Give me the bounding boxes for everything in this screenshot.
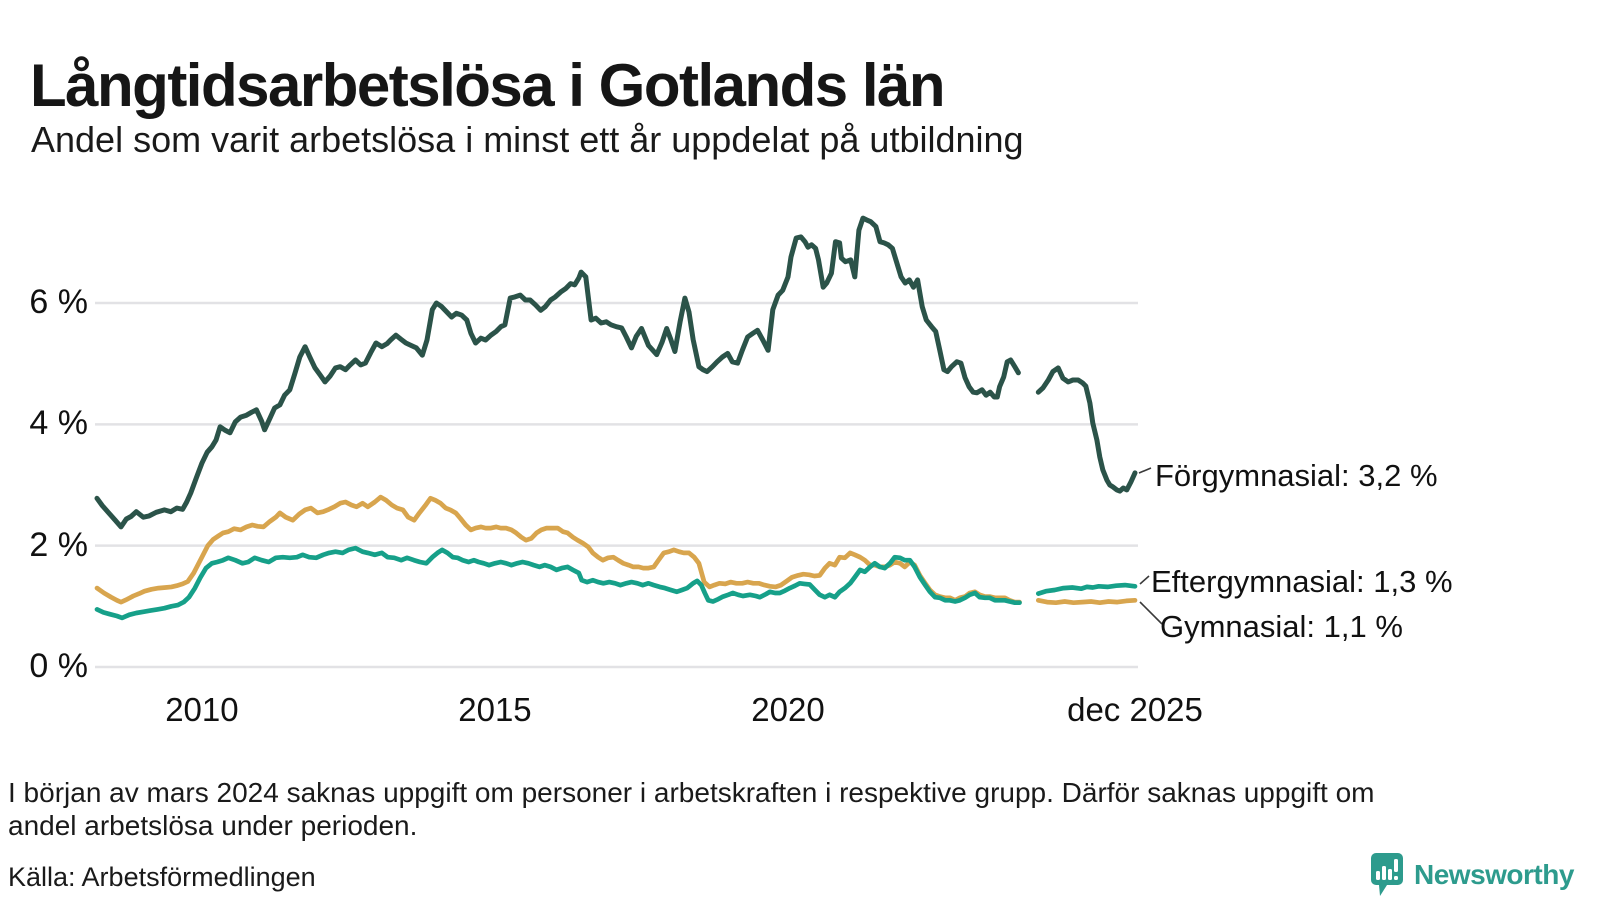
y-axis-tick-label: 2 % [29,525,88,564]
series-line-forgymnasial-segment-2 [1035,365,1138,494]
series-end-label-forgymnasial: Förgymnasial: 3,2 % [1155,458,1438,493]
series-line-gymnasial-segment-1 [94,494,1022,605]
source-credit: Källa: Arbetsförmedlingen [8,862,316,892]
footnote-line-1: I början av mars 2024 saknas uppgift om … [8,777,1375,808]
x-axis-tick-label: 2020 [751,691,825,728]
label-connector-gymnasial [1139,601,1163,625]
series-end-label-gymnasial: Gymnasial: 1,1 % [1160,609,1403,644]
page-title: Långtidsarbetslösa i Gotlands län [30,52,946,120]
brand-name: Newsworthy [1414,859,1574,890]
y-axis-tick-label: 6 % [29,283,88,321]
series-line-eftergymnasial-segment-2 [1035,582,1138,596]
series-line-gymnasial-segment-2 [1035,597,1138,606]
x-axis-tick-label: dec 2025 [1067,691,1203,728]
x-axis-tick-label: 2010 [165,691,239,728]
footnote: I början av mars 2024 saknas uppgift om … [8,776,1374,842]
series-line-eftergymnasial-segment-1 [94,545,1022,621]
x-axis-tick-label: 2015 [458,691,532,728]
label-connector-forgymnasial [1138,467,1152,474]
footnote-line-2: andel arbetslösa under perioden. [8,810,418,841]
brand-logo: Newsworthy [1370,852,1574,900]
series-end-label-eftergymnasial: Eftergymnasial: 1,3 % [1151,564,1453,599]
newsworthy-bubble-chart-icon [1370,852,1404,900]
series-line-forgymnasial-segment-1 [94,215,1021,530]
y-axis-tick-label: 0 % [29,647,88,685]
label-connector-eftergymnasial [1139,575,1150,585]
y-axis-tick-label: 4 % [29,404,88,443]
page-subtitle: Andel som varit arbetslösa i minst ett å… [31,119,1024,160]
